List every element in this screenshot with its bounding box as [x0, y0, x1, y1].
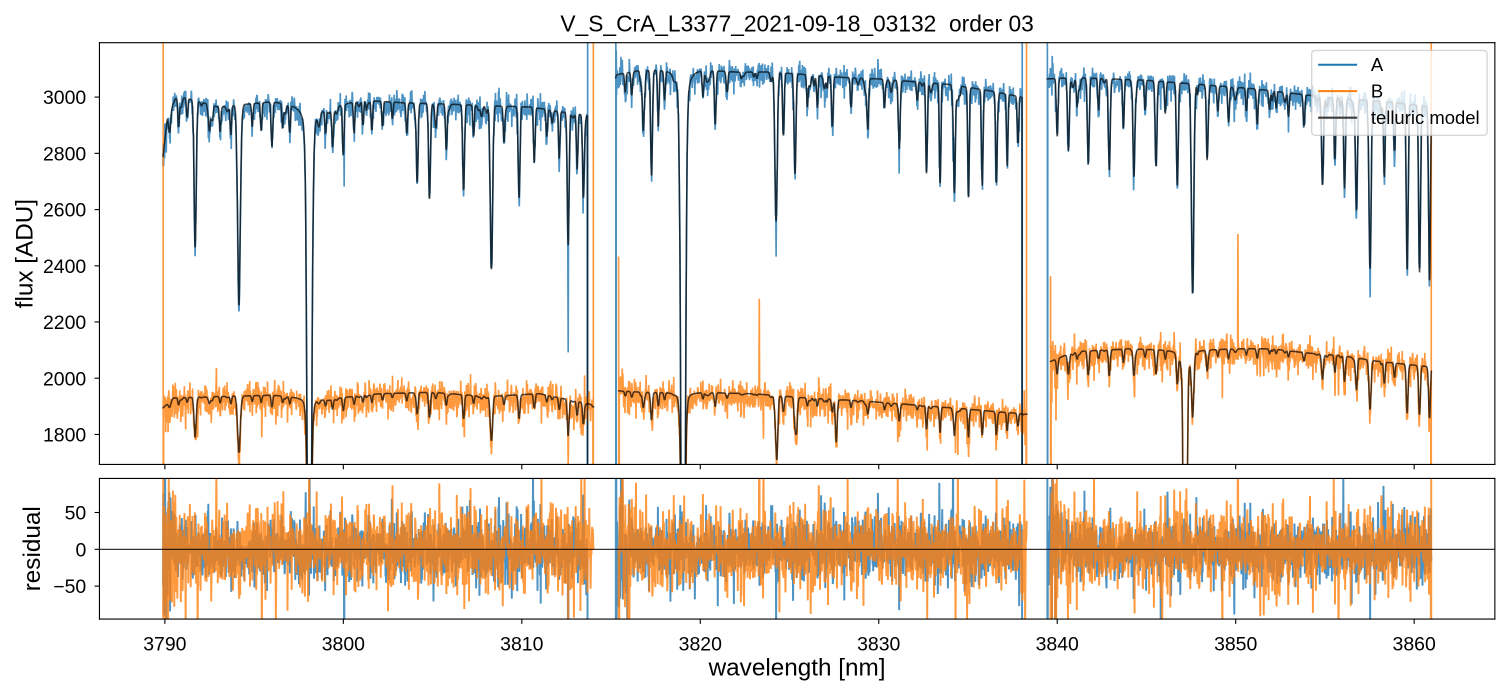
svg-text:2600: 2600 — [43, 200, 86, 222]
svg-text:3820: 3820 — [679, 633, 722, 655]
svg-text:−50: −50 — [53, 576, 86, 598]
svg-text:3850: 3850 — [1214, 633, 1257, 655]
svg-text:V_S_CrA_L3377_2021-09-18_03132: V_S_CrA_L3377_2021-09-18_03132 order 03 — [560, 10, 1033, 36]
svg-text:2200: 2200 — [43, 312, 86, 334]
svg-text:wavelength [nm]: wavelength [nm] — [708, 655, 886, 682]
svg-text:telluric model: telluric model — [1371, 107, 1480, 128]
svg-text:2000: 2000 — [43, 368, 86, 390]
svg-text:1800: 1800 — [43, 425, 86, 447]
svg-text:3000: 3000 — [43, 87, 86, 109]
svg-text:3790: 3790 — [143, 633, 186, 655]
svg-text:2800: 2800 — [43, 143, 86, 165]
svg-text:50: 50 — [65, 503, 87, 525]
svg-text:flux [ADU]: flux [ADU] — [12, 199, 39, 308]
svg-text:3800: 3800 — [322, 633, 365, 655]
svg-text:3840: 3840 — [1036, 633, 1079, 655]
svg-text:3860: 3860 — [1393, 633, 1436, 655]
svg-text:residual: residual — [19, 506, 46, 591]
svg-text:A: A — [1371, 54, 1384, 75]
svg-text:2400: 2400 — [43, 256, 86, 278]
svg-text:0: 0 — [75, 539, 86, 561]
svg-text:3830: 3830 — [857, 633, 900, 655]
svg-text:3810: 3810 — [500, 633, 543, 655]
svg-text:B: B — [1371, 81, 1383, 102]
